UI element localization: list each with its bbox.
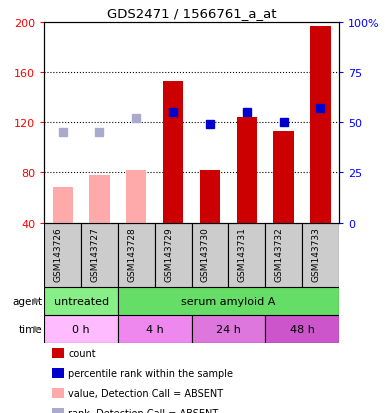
Bar (118, 315, 192, 343)
Text: value, Detection Call = ABSENT: value, Detection Call = ABSENT (68, 388, 223, 398)
Text: serum amyloid A: serum amyloid A (181, 296, 276, 306)
Text: GSM143730: GSM143730 (201, 226, 210, 281)
Text: count: count (68, 349, 96, 358)
Bar (118, 223, 155, 287)
Bar (53, 188, 73, 223)
Bar (273, 132, 294, 223)
Bar (192, 315, 265, 343)
Bar (200, 171, 220, 223)
Bar (163, 81, 183, 223)
Text: 4 h: 4 h (146, 324, 164, 334)
Text: GSM143732: GSM143732 (275, 226, 284, 281)
Text: GSM143728: GSM143728 (127, 226, 136, 281)
Text: percentile rank within the sample: percentile rank within the sample (68, 368, 233, 378)
Bar (118, 287, 339, 315)
Title: GDS2471 / 1566761_a_at: GDS2471 / 1566761_a_at (107, 7, 276, 20)
Text: untreated: untreated (54, 296, 109, 306)
Bar (89, 176, 110, 223)
Text: GSM143727: GSM143727 (90, 226, 99, 281)
Bar (126, 171, 146, 223)
Text: 0 h: 0 h (72, 324, 90, 334)
Text: 24 h: 24 h (216, 324, 241, 334)
Bar (265, 223, 302, 287)
Text: GSM143731: GSM143731 (238, 226, 247, 281)
Text: rank, Detection Call = ABSENT: rank, Detection Call = ABSENT (68, 408, 218, 413)
Bar (44, 223, 81, 287)
Bar (81, 223, 118, 287)
Text: agent: agent (12, 296, 42, 306)
Bar (44, 287, 118, 315)
Bar (44, 315, 118, 343)
Bar (192, 223, 228, 287)
Bar (237, 118, 257, 223)
Bar (265, 315, 339, 343)
Bar (310, 26, 330, 223)
Bar (155, 223, 192, 287)
Text: time: time (19, 324, 42, 334)
Text: GSM143726: GSM143726 (54, 226, 63, 281)
Bar (302, 223, 339, 287)
Text: GSM143729: GSM143729 (164, 226, 173, 281)
Text: 48 h: 48 h (290, 324, 315, 334)
Text: GSM143733: GSM143733 (311, 226, 320, 281)
Bar (228, 223, 265, 287)
